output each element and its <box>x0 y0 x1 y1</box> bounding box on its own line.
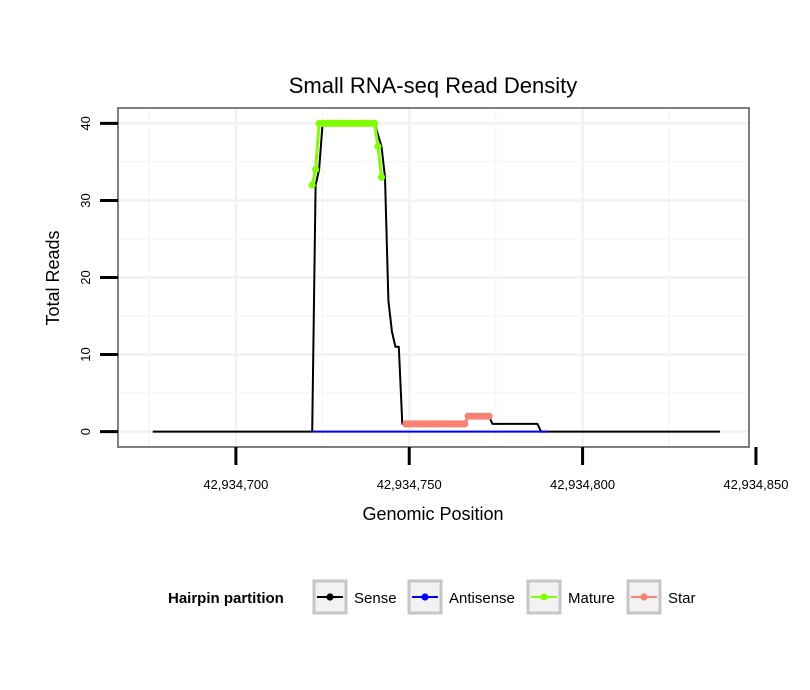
series-mature <box>308 119 386 189</box>
data-point-mature <box>312 166 320 174</box>
data-point-star <box>485 412 493 420</box>
legend-item-mature: Mature <box>526 579 615 615</box>
x-tick-label: 42,934,850 <box>723 477 788 492</box>
y-tick-label: 0 <box>78 428 93 435</box>
series-star <box>402 412 493 428</box>
legend-item-star: Star <box>626 579 696 615</box>
series-sense <box>152 122 720 433</box>
data-point-mature <box>374 142 382 151</box>
data-point-mature <box>377 173 386 181</box>
data-point-mature <box>308 181 316 189</box>
legend-item-antisense: Antisense <box>407 579 515 615</box>
x-tick-label: 42,934,700 <box>203 477 268 492</box>
series-layer <box>152 119 720 433</box>
data-point-star <box>461 420 469 428</box>
legend-title: Hairpin partition <box>168 590 284 607</box>
y-tick-label: 30 <box>78 193 93 207</box>
y-axis-title: Total Reads <box>43 230 63 325</box>
legend-label-sense: Sense <box>354 590 397 607</box>
y-tick-label: 40 <box>78 116 93 130</box>
legend-label-antisense: Antisense <box>449 590 515 607</box>
y-axis: 0 10 20 30 40 <box>78 116 118 435</box>
chart-title: Small RNA-seq Read Density <box>289 73 578 98</box>
legend-point-sense <box>326 593 334 601</box>
x-tick-label: 42,934,750 <box>377 477 442 492</box>
x-axis: 42,934,700 42,934,750 42,934,800 42,934,850 <box>203 447 788 492</box>
legend-label-mature: Mature <box>568 590 615 607</box>
legend: Hairpin partition Sense Antisense Mature… <box>168 579 696 615</box>
y-tick-label: 20 <box>78 270 93 284</box>
y-tick-label: 10 <box>78 347 93 361</box>
x-axis-title: Genomic Position <box>362 504 503 524</box>
legend-point-mature <box>540 593 548 601</box>
legend-item-sense: Sense <box>312 579 397 615</box>
x-tick-label: 42,934,800 <box>550 477 615 492</box>
legend-label-star: Star <box>668 590 696 607</box>
series-line-sense <box>152 122 720 433</box>
legend-point-antisense <box>421 593 429 601</box>
plot-panel <box>117 107 750 448</box>
data-point-mature <box>371 119 379 127</box>
legend-point-star <box>640 593 648 601</box>
